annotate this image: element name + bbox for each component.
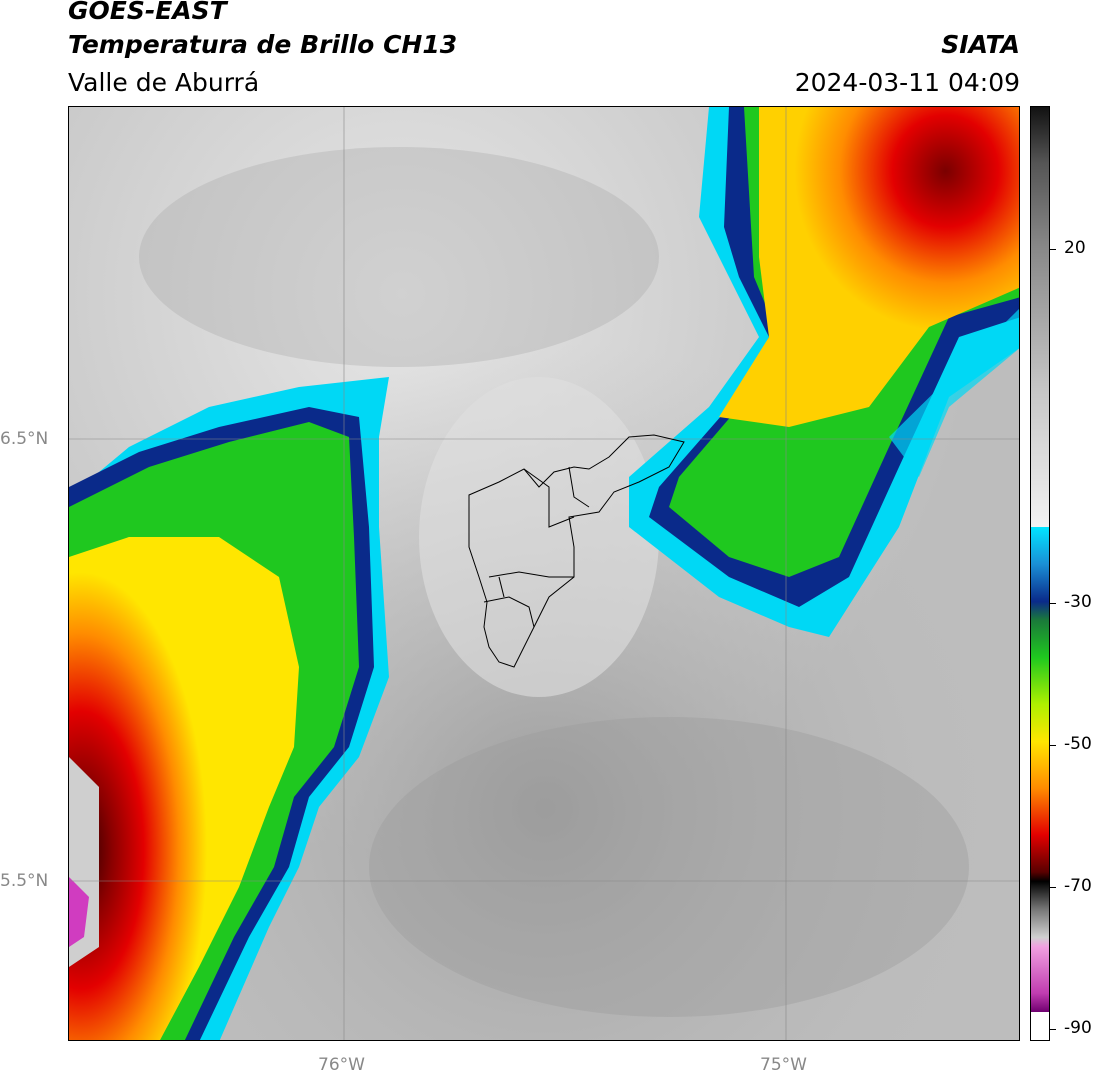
satellite-title: GOES-EAST: [68, 0, 227, 25]
product-title: Temperatura de Brillo CH13: [68, 30, 458, 59]
municipal-boundaries: [468, 434, 685, 668]
region-subtitle: Valle de Aburrá: [68, 68, 260, 97]
brightness-temperature-field: [69, 107, 1019, 1040]
colorbar-tick: -90: [1064, 1018, 1092, 1038]
lat-tick-label: 5.5°N: [0, 871, 49, 891]
datetime-label: 2024-03-11 04:09: [794, 68, 1020, 97]
lon-tick-label: 75°W: [760, 1055, 807, 1075]
org-label: SIATA: [941, 30, 1020, 59]
colorbar: [1030, 106, 1050, 1041]
colorbar-tick: 20: [1064, 238, 1086, 258]
lon-tick-label: 76°W: [318, 1055, 365, 1075]
lat-tick-label: 6.5°N: [0, 429, 49, 449]
satellite-map[interactable]: [68, 106, 1020, 1041]
colorbar-tick: -50: [1064, 734, 1092, 754]
colorbar-tick: -30: [1064, 592, 1092, 612]
colorbar-tick: -70: [1064, 876, 1092, 896]
